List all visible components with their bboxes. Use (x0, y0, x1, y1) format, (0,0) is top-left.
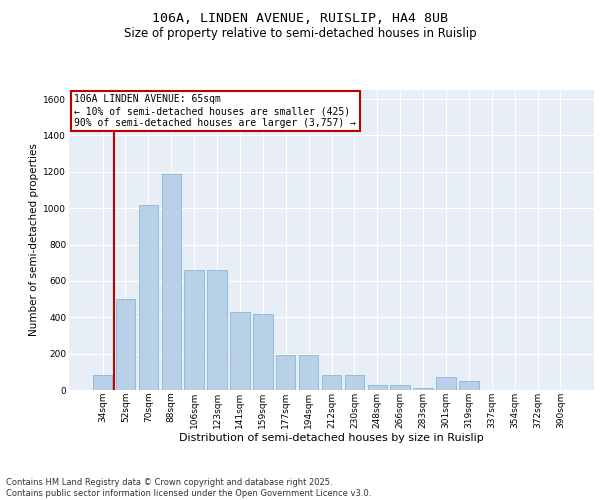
X-axis label: Distribution of semi-detached houses by size in Ruislip: Distribution of semi-detached houses by … (179, 434, 484, 444)
Bar (368, 384, 387, 390)
Bar (436, 378, 455, 390)
Bar (322, 376, 341, 390)
Bar (230, 312, 250, 390)
Text: 106A LINDEN AVENUE: 65sqm
← 10% of semi-detached houses are smaller (425)
90% of: 106A LINDEN AVENUE: 65sqm ← 10% of semi-… (74, 94, 356, 128)
Bar (93, 376, 112, 390)
Bar (208, 270, 227, 390)
Text: Size of property relative to semi-detached houses in Ruislip: Size of property relative to semi-detach… (124, 28, 476, 40)
Text: Contains HM Land Registry data © Crown copyright and database right 2025.
Contai: Contains HM Land Registry data © Crown c… (6, 478, 371, 498)
Bar (299, 356, 319, 390)
Bar (184, 270, 204, 390)
Text: 106A, LINDEN AVENUE, RUISLIP, HA4 8UB: 106A, LINDEN AVENUE, RUISLIP, HA4 8UB (152, 12, 448, 26)
Bar (161, 174, 181, 390)
Bar (276, 356, 295, 390)
Bar (391, 384, 410, 390)
Bar (413, 388, 433, 390)
Bar (116, 299, 135, 390)
Bar (459, 381, 479, 390)
Bar (344, 376, 364, 390)
Bar (139, 204, 158, 390)
Y-axis label: Number of semi-detached properties: Number of semi-detached properties (29, 144, 39, 336)
Bar (253, 314, 272, 390)
